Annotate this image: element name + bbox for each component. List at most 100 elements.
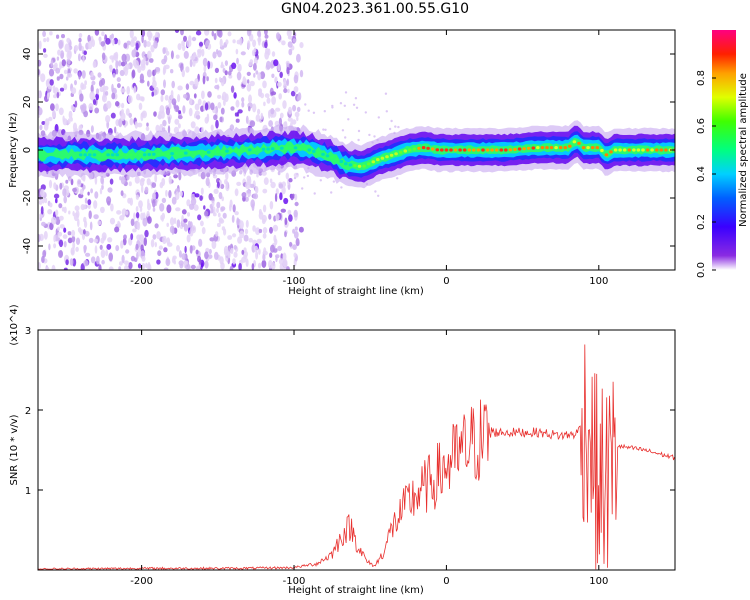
ridge-core-point xyxy=(494,148,499,152)
ridge-core-point xyxy=(526,146,531,150)
ridge-core-point xyxy=(362,164,366,168)
y-tick-label: 3 xyxy=(25,326,31,337)
noise-dot xyxy=(322,128,325,131)
ridge-core-point xyxy=(389,153,394,157)
noise-dot xyxy=(304,103,307,106)
noise-dot xyxy=(307,109,310,112)
ridge-core-point xyxy=(366,162,371,166)
ridge-core-point xyxy=(453,148,458,152)
ridge-core-point xyxy=(508,148,513,152)
noise-dot xyxy=(331,106,334,109)
ridge-core-point xyxy=(622,148,627,152)
noise-dot xyxy=(344,91,348,94)
ridge-core-point xyxy=(449,148,453,152)
noise-dot xyxy=(330,191,333,194)
ridge-core-point xyxy=(170,152,174,156)
ridge-core-point xyxy=(234,149,238,153)
ridge-core-point xyxy=(540,146,545,150)
ridge-core-point xyxy=(206,150,211,154)
ridge-core-point xyxy=(444,148,449,152)
ridge-core-point xyxy=(600,148,604,153)
noise-dot xyxy=(355,106,359,110)
ridge-core-point xyxy=(316,151,321,155)
ridge-core-point xyxy=(97,153,101,157)
ridge-core-point xyxy=(412,147,417,151)
noise-dot xyxy=(390,119,393,123)
ridge-core-point xyxy=(572,140,577,144)
chart-title: GN04.2023.361.00.55.G10 xyxy=(280,1,470,17)
y-tick-label: 20 xyxy=(22,96,33,109)
ridge-core-point xyxy=(165,152,170,156)
colorbar-tick-label: 0.0 xyxy=(696,262,707,278)
ridge-core-point xyxy=(394,152,398,156)
ridge-core-point xyxy=(152,152,156,156)
ridge-core-point xyxy=(664,148,668,152)
noise-dot xyxy=(377,194,380,197)
ridge-core-point xyxy=(101,153,106,157)
ridge-core-point xyxy=(115,153,119,157)
y-tick-label: 2 xyxy=(25,406,31,417)
noise-dot xyxy=(388,127,392,131)
ridge-core-point xyxy=(371,160,376,164)
ridge-core-point xyxy=(417,146,421,150)
ridge-core-point xyxy=(83,153,87,157)
colorbar-label: Normalized spectral amplitude xyxy=(738,73,749,227)
colorbar-tick-label: 0.4 xyxy=(696,166,707,182)
ridge-core-point xyxy=(211,150,216,154)
spectrogram-ridge xyxy=(38,120,675,189)
ridge-core-point xyxy=(188,151,193,155)
ridge-core-point xyxy=(353,164,357,168)
noise-dot xyxy=(340,186,343,189)
noise-dot xyxy=(352,103,356,107)
ridge-core-point xyxy=(106,153,110,157)
noise-dot xyxy=(385,110,388,113)
noise-dot xyxy=(312,111,316,115)
colorbar-ticks: 0.0 0.2 0.4 0.6 0.8 xyxy=(696,70,716,278)
ridge-core-point xyxy=(344,162,348,166)
ridge-core-point xyxy=(641,148,645,152)
ridge-core-point xyxy=(129,153,133,157)
spectrogram-x-axis-label: Height of straight line (km) xyxy=(288,286,424,297)
snr-panel: -200 -100 0 100 1 2 3 Height of straight line… xyxy=(9,304,676,596)
x-tick-label: -100 xyxy=(283,276,306,287)
ridge-core-point xyxy=(595,146,600,150)
noise-dot xyxy=(397,125,400,129)
ridge-core-point xyxy=(650,148,654,152)
ridge-core-point xyxy=(517,147,522,151)
x-tick-label: 100 xyxy=(589,276,608,287)
noise-dot xyxy=(339,102,343,105)
ridge-core-point xyxy=(654,148,659,152)
ridge-core-point xyxy=(577,141,581,145)
ridge-core-point xyxy=(138,153,142,157)
snr-frame xyxy=(37,329,676,571)
ridge-core-point xyxy=(604,153,609,157)
snr-y-axis-label: SNR (10 * v/v) xyxy=(9,414,20,485)
y-tick-label: -40 xyxy=(22,238,33,254)
noise-dot xyxy=(394,125,397,128)
noise-dot xyxy=(343,104,346,108)
noise-dot xyxy=(341,129,345,132)
snr-x-ticks: -200 -100 0 100 xyxy=(130,330,608,587)
noise-dot xyxy=(374,190,377,193)
x-tick-label: -200 xyxy=(130,576,153,587)
ridge-core-point xyxy=(467,148,472,152)
ridge-core-point xyxy=(307,148,312,152)
ridge-core-point xyxy=(261,147,266,151)
ridge-core-point xyxy=(581,146,586,150)
ridge-core-point xyxy=(430,147,435,151)
ridge-core-point xyxy=(590,146,595,150)
noise-dot xyxy=(319,179,322,182)
ridge-core-point xyxy=(270,147,275,151)
noise-dot xyxy=(293,176,297,180)
ridge-core-point xyxy=(124,153,129,157)
ridge-core-point xyxy=(458,148,462,152)
ridge-core-point xyxy=(147,152,151,157)
noise-dot xyxy=(377,116,380,119)
noise-dot xyxy=(368,133,371,137)
ridge-core-point xyxy=(513,147,517,151)
ridge-core-point xyxy=(293,146,298,150)
noise-dot xyxy=(396,177,399,180)
ridge-core-point xyxy=(659,148,664,152)
ridge-core-point xyxy=(339,159,344,164)
noise-dot xyxy=(296,172,299,176)
